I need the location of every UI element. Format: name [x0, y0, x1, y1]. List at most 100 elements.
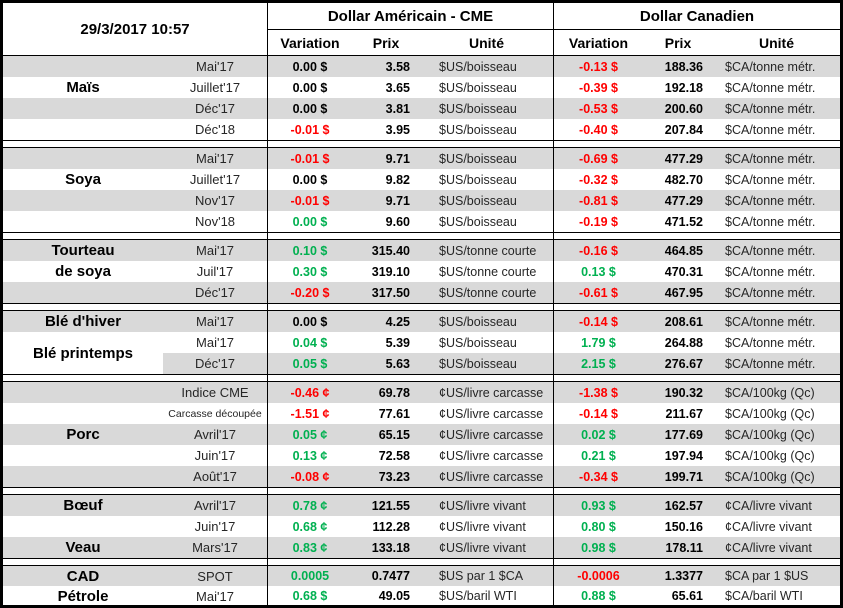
ca-variation-cell: -0.61 $ [553, 282, 643, 303]
contract-month: Juil'17 [196, 264, 234, 279]
ca-price-cell: 1.3377 [643, 566, 713, 586]
group-label-empty [3, 445, 163, 466]
section-divider [3, 374, 840, 382]
ca-price-cell: 208.61 [643, 311, 713, 332]
us-price-cell: 3.95 [385, 122, 410, 137]
ca-price-cell: 177.69 [643, 424, 713, 445]
us-variation-cell: 0.00 $ [267, 56, 352, 77]
ca-variation-cell: -0.0006 [553, 566, 643, 586]
us-variation-cell: 0.68 ¢ [267, 516, 352, 537]
group-label-empty [3, 148, 163, 169]
contract-month: Mai'17 [163, 148, 267, 169]
section-soya: Soya Mai'17 -0.01 $9.71 $US/boisseau -0.69 $… [3, 148, 840, 232]
table-header: 29/3/2017 10:57 Dollar Américain - CME D… [3, 3, 840, 56]
ca-variation-header: Variation [553, 30, 643, 55]
ca-variation-cell: -0.34 $ [553, 466, 643, 487]
us-variation-cell: 0.10 $ [267, 240, 352, 261]
group-label-empty [3, 403, 163, 424]
us-price-cell: 5.39 [385, 335, 410, 350]
ca-unit-cell: $CA/100kg (Qc) [713, 466, 840, 487]
contract-month: Juin'17 [194, 519, 236, 534]
us-price-cell: 4.25 [352, 311, 420, 332]
group-label-empty [3, 211, 163, 232]
ca-variation-cell: 0.88 $ [553, 586, 643, 605]
ca-unit-cell: $CA/tonne métr. [725, 122, 816, 137]
ca-variation-cell: 0.80 $ [553, 516, 643, 537]
us-price-cell: 133.18 [352, 537, 420, 558]
group-label-empty [3, 56, 163, 77]
ca-variation-cell: -0.39 $ [553, 77, 643, 98]
contract-month: Juillet'17 [189, 172, 241, 187]
us-price-cell: 72.58 [378, 448, 410, 463]
ca-price-cell: 477.29 [643, 148, 713, 169]
ca-unit-cell: $CA/tonne métr. [713, 353, 840, 374]
us-price-cell: 3.58 [352, 56, 420, 77]
contract-month: Déc'17 [163, 98, 267, 119]
us-price-cell: 73.23 [352, 466, 420, 487]
contract-month: Avril'17 [163, 424, 267, 445]
ca-price-cell: 211.67 [665, 406, 703, 421]
contract-month: Juillet'17 [189, 80, 241, 95]
group-label: Veau [3, 537, 163, 558]
contract-month: SPOT [163, 566, 267, 586]
contract-month: Mai'17 [196, 588, 234, 604]
us-price-cell: 9.82 [385, 172, 410, 187]
ca-variation-cell: 1.79 $ [553, 332, 643, 353]
group-label: Pétrole [57, 587, 109, 605]
us-unit-cell: $US/boisseau [420, 311, 553, 332]
section-divider [3, 487, 840, 495]
contract-month: Avril'17 [163, 495, 267, 516]
ca-variation-cell: 0.93 $ [553, 495, 643, 516]
sections: Maïs Mai'17 0.00 $3.58 $US/boisseau -0.13 $1… [3, 56, 840, 605]
ca-variation-cell: 2.15 $ [553, 353, 643, 374]
ca-variation-cell: -0.14 $ [553, 311, 643, 332]
ca-price-cell: 207.84 [664, 122, 703, 137]
us-price-cell: 319.10 [371, 264, 410, 279]
ca-variation-cell: -0.69 $ [553, 148, 643, 169]
us-variation-cell: 0.00 $ [267, 211, 352, 232]
section-porc: Porc Indice CME -0.46 ¢ 69.78 ¢US/livre carc… [3, 382, 840, 487]
ca-price-cell: 276.67 [643, 353, 713, 374]
us-variation-cell: 0.78 ¢ [267, 495, 352, 516]
ca-unit-cell: ¢CA/livre vivant [713, 537, 840, 558]
ca-unit-cell: $CA/tonne métr. [725, 214, 816, 229]
us-unit-cell: ¢US/livre vivant [420, 537, 553, 558]
us-variation-header: Variation [267, 30, 352, 55]
group-label: Maïs [66, 79, 100, 96]
us-unit-cell: ¢US/livre carcasse [420, 424, 553, 445]
ca-variation-cell: -0.32 $ [553, 169, 643, 190]
group-label: CAD [3, 566, 163, 586]
group-label: Blé d'hiver [3, 311, 163, 332]
us-variation-cell: 0.30 $ [267, 261, 352, 282]
group-label-empty [3, 119, 163, 140]
us-unit-cell: $US/baril WTI [439, 589, 517, 603]
us-variation-cell: -0.08 ¢ [267, 466, 352, 487]
us-unit-cell: $US/boisseau [439, 335, 517, 350]
us-variation-cell: 0.04 $ [267, 332, 352, 353]
ca-price-cell: 471.52 [664, 214, 703, 229]
group-label-empty [3, 190, 163, 211]
us-unit-cell: ¢US/livre vivant [439, 519, 526, 534]
us-variation-cell: 0.00 $ [267, 311, 352, 332]
section-divider [3, 232, 840, 240]
us-unit-cell: $US/tonne courte [420, 282, 553, 303]
contract-month: Mars'17 [163, 537, 267, 558]
us-unit-cell: $US/boisseau [420, 190, 553, 211]
ca-price-cell: 200.60 [643, 98, 713, 119]
ca-price-cell: 197.94 [664, 448, 703, 463]
us-unit-cell: $US/boisseau [420, 56, 553, 77]
us-price-cell: 9.60 [385, 214, 410, 229]
contract-month: Nov'18 [194, 214, 236, 229]
ca-price-cell: 162.57 [643, 495, 713, 516]
group-label: Blé printemps [32, 344, 134, 362]
us-price-cell: 9.71 [352, 148, 420, 169]
contract-month: Août'17 [163, 466, 267, 487]
group-label-empty [3, 466, 163, 487]
ca-unit-header: Unité [759, 34, 794, 51]
ca-price-cell: 65.61 [671, 589, 703, 603]
ca-variation-cell: -0.13 $ [553, 56, 643, 77]
us-variation-cell: -1.51 ¢ [267, 403, 352, 424]
us-unit-cell: $US/tonne courte [439, 264, 537, 279]
ca-unit-cell: $CA/tonne métr. [713, 282, 840, 303]
contract-month: Déc'18 [194, 122, 236, 137]
